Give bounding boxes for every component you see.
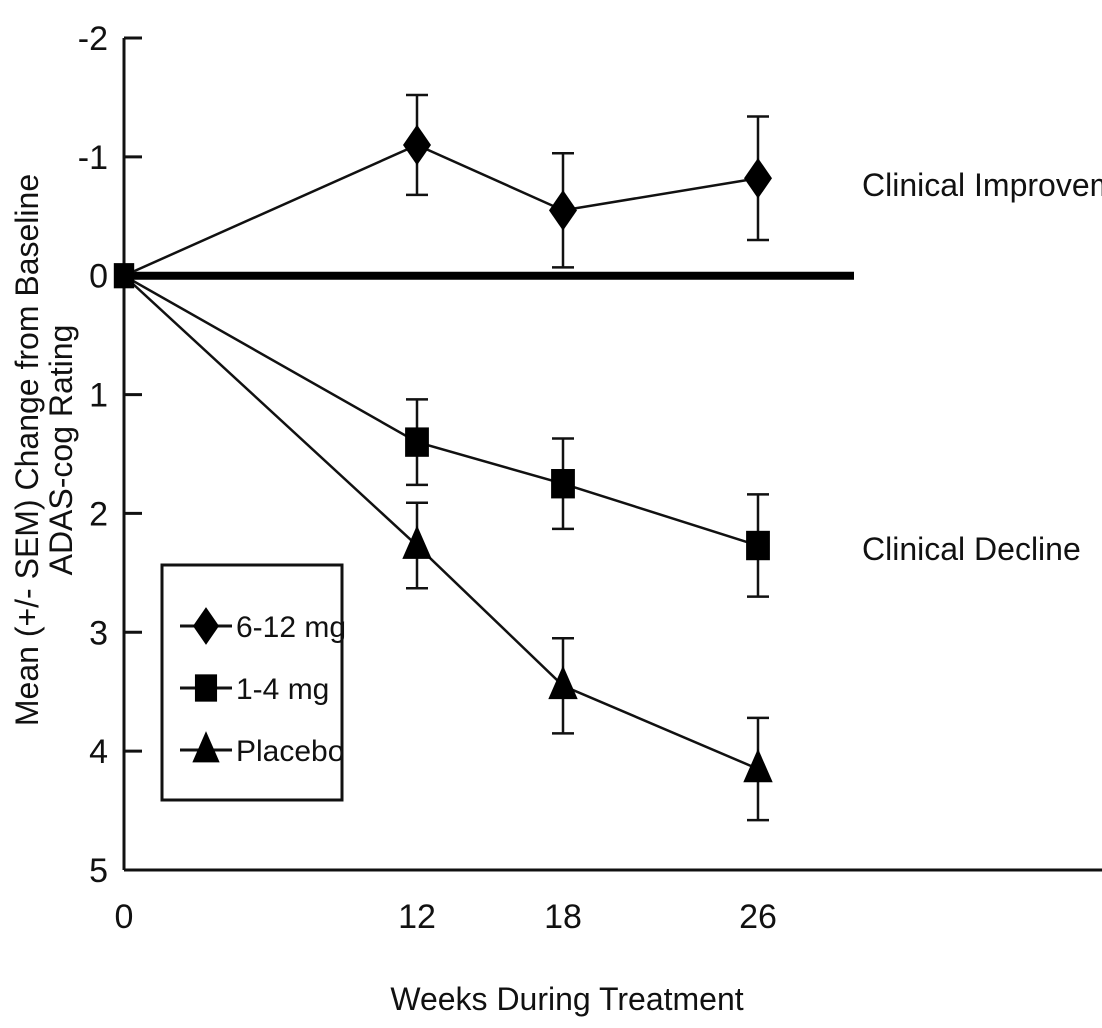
legend-box [160,563,344,802]
clinical-decline-label: Clinical Decline [862,531,1081,567]
x-axis-title: Weeks During Treatment [390,981,743,1017]
data-point [549,190,577,231]
y-axis-title-line-2: ADAS-cog Rating [43,325,79,576]
data-point [548,665,578,700]
legend-label: 1-4 mg [236,673,329,706]
x-tick-label: 26 [739,898,777,936]
data-point [405,427,429,457]
y-tick-label: 3 [89,614,108,652]
legend-item-1-4-mg: 1-4 mg [180,673,329,706]
clinical-improvement-label: Clinical Improvement [862,167,1102,203]
data-point [746,530,770,561]
series-6-12-mg [123,93,772,277]
series-line [123,274,759,771]
series-1-4-mg [123,274,770,598]
y-tick-label: 1 [89,377,108,415]
data-point [743,748,773,783]
legend-label: 6-12 mg [236,611,346,644]
legend-item-6-12-mg: 6-12 mg [180,607,346,645]
y-axis-title: Mean (+/- SEM) Change from Baseline ADAS… [9,174,79,726]
data-point [551,469,575,499]
legend-marker [192,731,220,763]
legend-item-placebo: Placebo [180,731,344,768]
legend-marker [194,674,218,702]
legend: 6-12 mg 1-4 mg Placebo [160,563,346,802]
series-line [123,274,759,547]
legend-label: Placebo [236,735,344,768]
data-point [402,525,432,559]
y-tick-label: 2 [89,495,108,533]
x-tick-label: 0 [115,898,134,936]
series-line [123,143,759,277]
y-axis-title-line-1: Mean (+/- SEM) Change from Baseline [9,174,45,726]
y-tick-label: 0 [89,258,108,296]
y-tick-label: -1 [78,139,108,177]
series-layer [113,93,773,822]
y-tick-label: -2 [78,20,108,58]
y-tick-label: 5 [89,852,108,890]
series-placebo [123,274,773,822]
data-point [403,124,431,166]
origin-point [113,263,135,289]
y-tick-label: 4 [89,733,108,771]
legend-marker [193,607,219,645]
x-tick-label: 12 [398,898,436,936]
data-point [744,157,772,199]
x-tick-label: 18 [544,898,582,936]
